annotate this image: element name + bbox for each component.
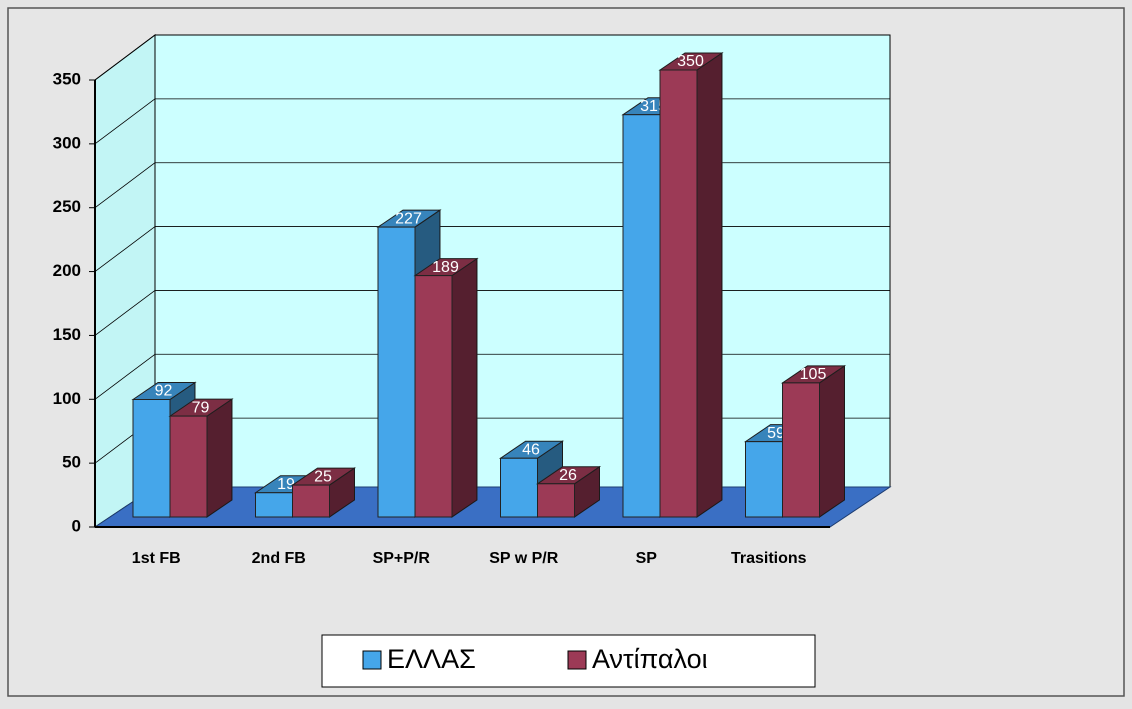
grid-line	[94, 353, 156, 400]
data-label: 26	[559, 467, 577, 484]
bar-side-shade	[329, 468, 355, 517]
y-tick-label: 150	[53, 325, 81, 344]
data-label: 105	[800, 366, 827, 383]
y-tick-label: 350	[53, 69, 81, 88]
y-tick-label: 300	[53, 133, 81, 152]
bar-side-shade	[697, 53, 722, 517]
bar-side-shade	[819, 365, 845, 517]
back-wall	[154, 34, 891, 488]
legend-label: ΕΛΛΑΣ	[387, 644, 476, 674]
y-tick-label: 50	[62, 453, 81, 472]
bar-top-shade	[292, 468, 355, 486]
bar	[132, 399, 171, 518]
data-label: 25	[314, 468, 332, 485]
legend-swatch	[567, 650, 587, 670]
bar	[414, 275, 453, 518]
data-label: 19	[277, 476, 295, 493]
data-label: 92	[155, 383, 173, 400]
bar	[500, 457, 538, 518]
y-tick-label: 100	[53, 389, 81, 408]
y-tick-label: 0	[72, 516, 81, 535]
bar-top-shade	[660, 53, 722, 70]
grid-line	[94, 290, 156, 336]
bar-top-shade	[782, 365, 845, 383]
bar	[255, 492, 293, 518]
data-label: 59	[767, 425, 785, 442]
grid-line	[94, 98, 156, 145]
bar-side-shade	[574, 466, 600, 517]
bar-top-shade	[537, 466, 600, 484]
bar-top-shade	[378, 210, 440, 228]
bar-top-shade	[415, 258, 477, 276]
bar	[169, 415, 208, 518]
data-label: 79	[192, 399, 210, 416]
grid-line	[94, 162, 156, 209]
bar-top-shade	[133, 382, 195, 400]
bar	[537, 483, 575, 518]
data-label: 227	[395, 210, 422, 227]
x-tick-label: SP+P/R	[373, 550, 431, 567]
data-label: 189	[432, 259, 459, 276]
bar-top-shade	[170, 399, 232, 417]
legend-label: Αντίπαλοι	[592, 644, 708, 674]
bar	[782, 382, 820, 518]
x-tick-label: SP w P/R	[489, 550, 559, 567]
bar	[745, 441, 783, 518]
data-label: 46	[522, 441, 540, 458]
bar	[377, 226, 416, 518]
grid-line	[94, 226, 156, 272]
x-tick-label: SP	[636, 550, 658, 567]
legend-swatch	[362, 650, 382, 670]
bar	[292, 484, 330, 518]
y-tick-label: 250	[53, 197, 81, 216]
y-tick-label: 200	[53, 261, 81, 280]
x-tick-label: 1st FB	[132, 550, 181, 567]
data-label: 350	[677, 53, 704, 70]
bar	[659, 69, 698, 518]
x-tick-label: 2nd FB	[252, 550, 306, 567]
x-tick-label: Trasitions	[731, 550, 807, 567]
bar-top-shade	[500, 441, 563, 459]
grid-line	[94, 34, 156, 81]
bar-side-shade	[452, 258, 477, 517]
bar	[622, 114, 661, 518]
bar-side-shade	[207, 399, 232, 517]
